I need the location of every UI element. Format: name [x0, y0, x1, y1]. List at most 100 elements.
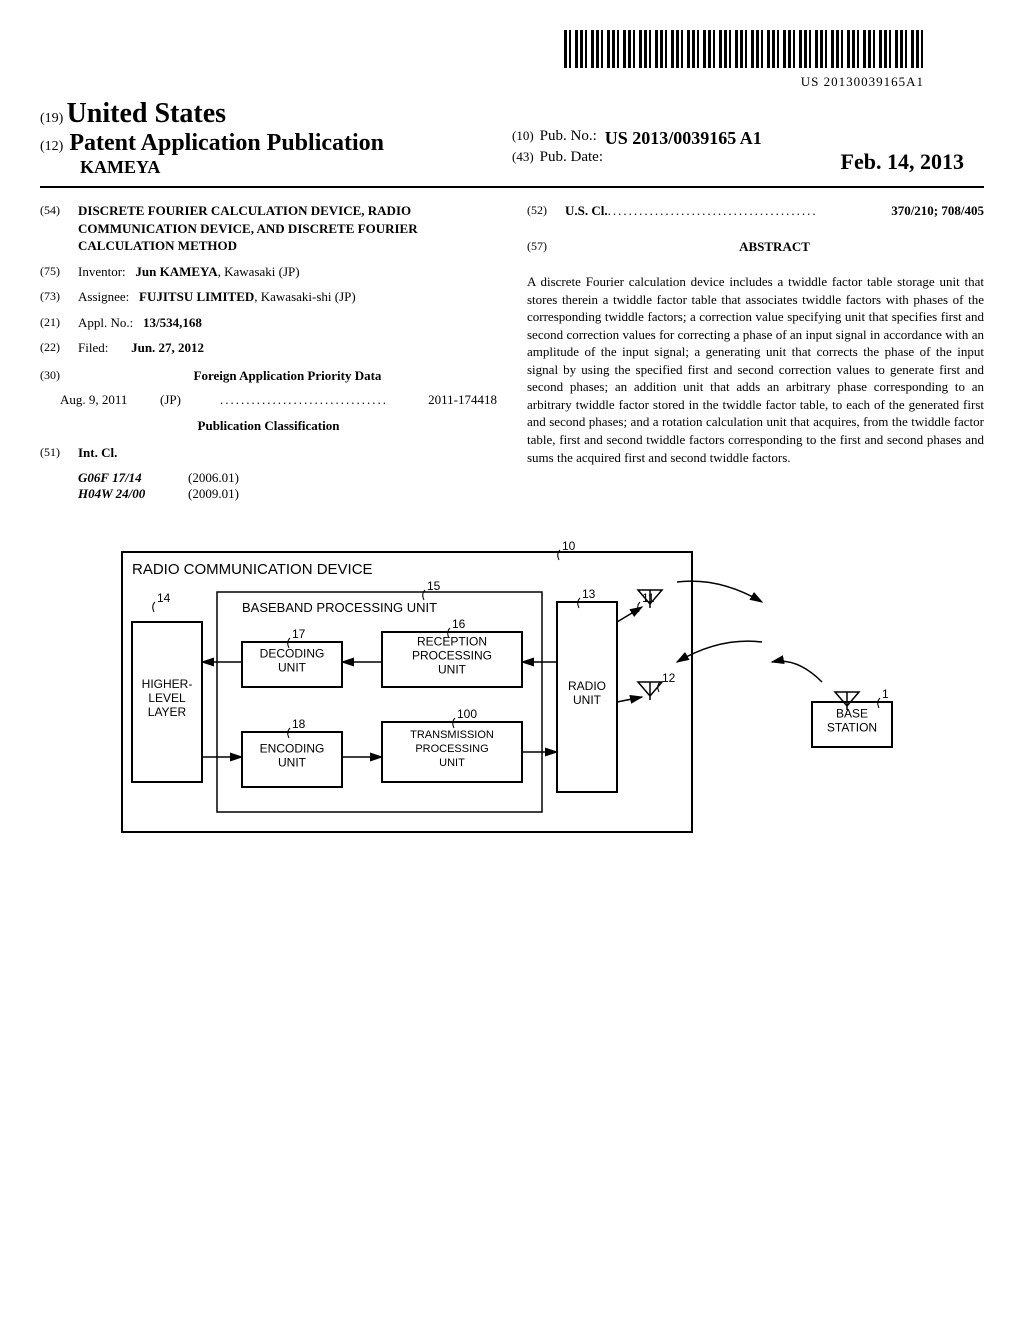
svg-text:17: 17	[292, 627, 306, 641]
pub-no-label: Pub. No.:	[540, 128, 597, 149]
svg-text:11: 11	[642, 591, 655, 605]
svg-text:16: 16	[452, 617, 466, 631]
field-51: (51) Int. Cl.	[40, 444, 497, 462]
header-left: (19) United States (12) Patent Applicati…	[40, 98, 512, 178]
svg-text:18: 18	[292, 717, 306, 731]
country-name: United States	[67, 98, 226, 129]
publication-type: Patent Application Publication	[69, 130, 384, 157]
publication-date: Feb. 14, 2013	[841, 149, 964, 175]
field-43-num: (43)	[512, 149, 534, 175]
header: (19) United States (12) Patent Applicati…	[40, 98, 984, 178]
applicant-name: KAMEYA	[80, 157, 512, 178]
field-51-num: (51)	[40, 444, 78, 462]
barcode-number: US 20130039165A1	[40, 74, 924, 90]
svg-text:BASEBAND PROCESSING UNIT: BASEBAND PROCESSING UNIT	[242, 600, 437, 615]
field-22-num: (22)	[40, 339, 78, 357]
pub-date-label: Pub. Date:	[540, 149, 603, 175]
svg-text:STATION: STATION	[827, 720, 877, 734]
svg-text:LEVEL: LEVEL	[148, 691, 186, 705]
pub-classification-heading: Publication Classification	[40, 418, 497, 434]
field-57-num: (57)	[527, 238, 565, 266]
filed-date: Jun. 27, 2012	[131, 340, 204, 355]
svg-text:DECODING: DECODING	[260, 646, 325, 660]
svg-text:13: 13	[582, 587, 596, 601]
svg-text:UNIT: UNIT	[278, 660, 307, 674]
application-number: 13/534,168	[143, 315, 202, 330]
svg-text:UNIT: UNIT	[438, 662, 467, 676]
inventor-label: Inventor:	[78, 264, 126, 279]
ipc-version: (2009.01)	[188, 486, 239, 502]
svg-text:UNIT: UNIT	[278, 755, 307, 769]
ipc-code: H04W 24/00	[78, 486, 188, 502]
priority-date: Aug. 9, 2011	[60, 392, 160, 408]
ipc-version: (2006.01)	[188, 470, 239, 486]
block-diagram: RADIO COMMUNICATION DEVICE 10 HIGHER-LEVEL…	[112, 532, 912, 852]
field-22: (22) Filed: Jun. 27, 2012	[40, 339, 497, 357]
intcl-label: Int. Cl.	[78, 444, 497, 462]
svg-text:12: 12	[662, 671, 676, 685]
svg-text:HIGHER-: HIGHER-	[142, 677, 193, 691]
svg-text:RADIO COMMUNICATION DEVICE: RADIO COMMUNICATION DEVICE	[132, 561, 373, 578]
uscl-label: U.S. Cl.	[565, 202, 608, 220]
svg-text:15: 15	[427, 579, 441, 593]
left-column: (54) DISCRETE FOURIER CALCULATION DEVICE…	[40, 202, 497, 502]
field-52-num: (52)	[527, 202, 565, 220]
svg-text:LAYER: LAYER	[148, 705, 187, 719]
field-52: (52) U.S. Cl. ..........................…	[527, 202, 984, 220]
svg-text:PROCESSING: PROCESSING	[412, 648, 492, 662]
figure-area: RADIO COMMUNICATION DEVICE 10 HIGHER-LEVEL…	[40, 532, 984, 852]
invention-title: DISCRETE FOURIER CALCULATION DEVICE, RAD…	[78, 202, 497, 255]
publication-number: US 2013/0039165 A1	[605, 128, 762, 149]
barcode-region: US 20130039165A1	[40, 30, 924, 90]
field-21: (21) Appl. No.: 13/534,168	[40, 314, 497, 332]
field-75-num: (75)	[40, 263, 78, 281]
header-divider	[40, 186, 984, 188]
field-54: (54) DISCRETE FOURIER CALCULATION DEVICE…	[40, 202, 497, 255]
dots-leader: ................................	[220, 392, 397, 408]
svg-text:UNIT: UNIT	[439, 757, 465, 769]
field-57: (57) ABSTRACT	[527, 238, 984, 266]
svg-text:100: 100	[457, 707, 477, 721]
ipc-code: G06F 17/14	[78, 470, 188, 486]
field-75: (75) Inventor: Jun KAMEYA, Kawasaki (JP)	[40, 263, 497, 281]
field-30-num: (30)	[40, 367, 78, 385]
ipc-row-0: G06F 17/14 (2006.01)	[78, 470, 497, 486]
svg-text:TRANSMISSION: TRANSMISSION	[410, 729, 494, 741]
priority-number: 2011-174418	[397, 392, 497, 408]
uscl-value: 370/210; 708/405	[891, 202, 984, 220]
assignee-label: Assignee:	[78, 289, 129, 304]
svg-text:10: 10	[562, 539, 576, 553]
field-21-num: (21)	[40, 314, 78, 332]
right-column: (52) U.S. Cl. ..........................…	[527, 202, 984, 502]
applno-label: Appl. No.:	[78, 315, 133, 330]
filed-label: Filed:	[78, 340, 108, 355]
field-30: (30) Foreign Application Priority Data	[40, 367, 497, 385]
field-19-num: (19)	[40, 111, 63, 126]
field-73: (73) Assignee: FUJITSU LIMITED, Kawasaki…	[40, 288, 497, 306]
dots-leader: ........................................	[608, 202, 892, 220]
field-12-num: (12)	[40, 139, 63, 155]
svg-text:PROCESSING: PROCESSING	[415, 743, 488, 755]
inventor-loc: , Kawasaki (JP)	[218, 264, 300, 279]
abstract-text: A discrete Fourier calculation device in…	[527, 273, 984, 466]
field-10-num: (10)	[512, 128, 534, 149]
inventor-name: Jun KAMEYA	[135, 264, 217, 279]
svg-text:RECEPTION: RECEPTION	[417, 634, 487, 648]
svg-text:ENCODING: ENCODING	[260, 741, 325, 755]
svg-text:14: 14	[157, 591, 171, 605]
field-73-num: (73)	[40, 288, 78, 306]
svg-text:RADIO: RADIO	[568, 679, 606, 693]
header-right: (10) Pub. No.: US 2013/0039165 A1 (43) P…	[512, 98, 984, 178]
assignee-name: FUJITSU LIMITED	[139, 289, 254, 304]
priority-row: Aug. 9, 2011 (JP) ......................…	[60, 392, 497, 408]
svg-text:UNIT: UNIT	[573, 693, 602, 707]
foreign-prio-heading: Foreign Application Priority Data	[78, 367, 497, 385]
ipc-row-1: H04W 24/00 (2009.01)	[78, 486, 497, 502]
assignee-loc: , Kawasaki-shi (JP)	[254, 289, 355, 304]
barcode-graphic	[564, 30, 924, 68]
svg-text:1: 1	[882, 687, 889, 701]
abstract-heading: ABSTRACT	[565, 238, 984, 256]
priority-country: (JP)	[160, 392, 220, 408]
body-columns: (54) DISCRETE FOURIER CALCULATION DEVICE…	[40, 202, 984, 502]
field-54-num: (54)	[40, 202, 78, 255]
